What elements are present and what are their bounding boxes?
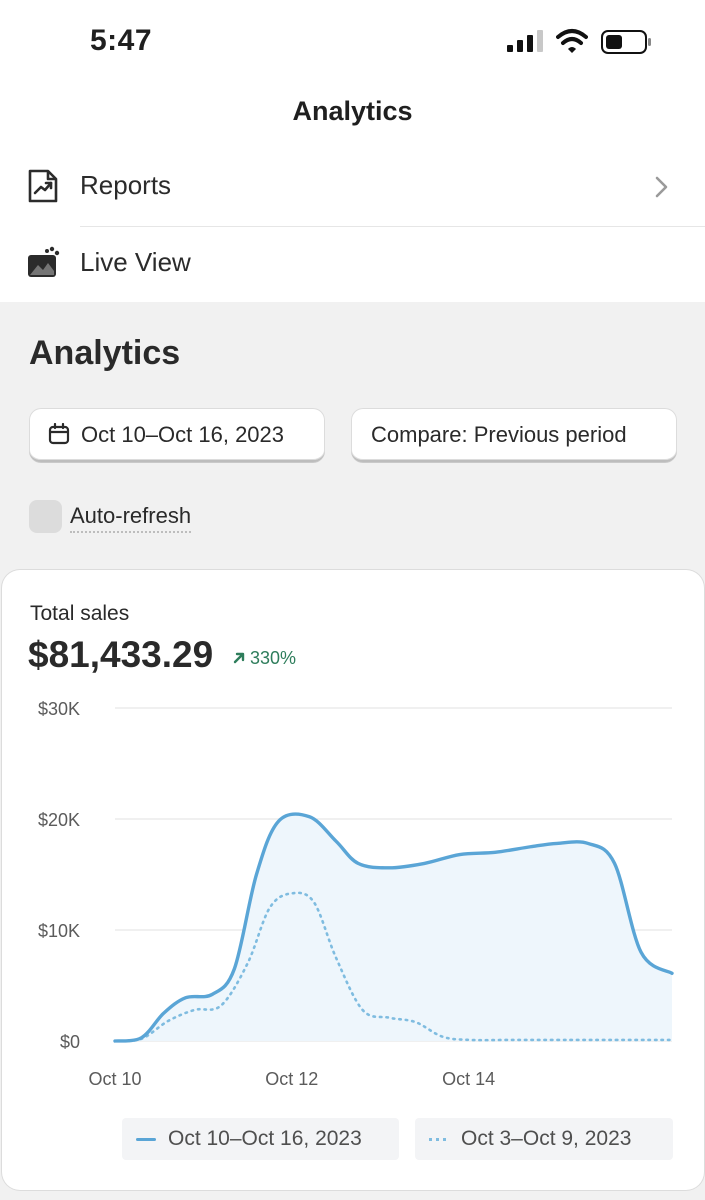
wifi-icon (556, 29, 588, 53)
change-badge: 330% (232, 648, 296, 669)
live-view-icon (28, 246, 60, 277)
series-area-current (115, 814, 672, 1041)
y-tick-label: $10K (38, 921, 80, 941)
top-panel: 5:47 Analytics Reports (0, 0, 705, 302)
series-line-current (113, 812, 674, 1043)
reports-chart-icon (28, 169, 58, 203)
menu-item-live-view[interactable]: Live View (0, 227, 705, 303)
sales-line-chart: $0 $10K $20K $30K Oct 10 Oct 12 Oct 14 (38, 699, 674, 1089)
chevron-right-icon (655, 176, 668, 198)
cellular-signal-icon (507, 30, 543, 52)
menu-item-label: Live View (80, 247, 191, 277)
x-tick-label: Oct 10 (88, 1069, 141, 1089)
legend-item-previous[interactable]: Oct 3–Oct 9, 2023 (415, 1118, 673, 1160)
legend-swatch-current (136, 1138, 156, 1141)
legend-label: Oct 10–Oct 16, 2023 (168, 1127, 362, 1150)
y-tick-label: $20K (38, 810, 80, 830)
card-label: Total sales (30, 602, 130, 625)
y-tick-label: $0 (60, 1032, 80, 1052)
menu-item-label: Reports (80, 170, 172, 200)
status-time: 5:47 (90, 24, 153, 57)
legend-item-current[interactable]: Oct 10–Oct 16, 2023 (122, 1118, 399, 1160)
nav-title: Analytics (292, 96, 413, 126)
total-sales-value: $81,433.29 (28, 634, 214, 675)
legend-label: Oct 3–Oct 9, 2023 (461, 1127, 632, 1150)
compare-label: Compare: Previous period (371, 422, 627, 447)
auto-refresh-checkbox[interactable] (29, 500, 62, 533)
x-tick-label: Oct 12 (265, 1069, 318, 1089)
change-percent: 330% (250, 648, 297, 668)
date-range-label: Oct 10–Oct 16, 2023 (81, 422, 285, 447)
menu-item-reports[interactable]: Reports (0, 150, 705, 226)
x-tick-label: Oct 14 (442, 1069, 495, 1089)
legend-swatch-previous (429, 1138, 449, 1141)
compare-button[interactable]: Compare: Previous period (351, 408, 677, 462)
y-tick-label: $30K (38, 699, 80, 719)
date-range-button[interactable]: Oct 10–Oct 16, 2023 (29, 408, 325, 462)
menu-divider (80, 226, 705, 227)
series-line-previous (113, 891, 674, 1043)
total-sales-card: Total sales $81,433.29 330% $0 $10K $20K $3… (2, 570, 704, 1190)
calendar-icon (48, 423, 70, 445)
arrow-up-right-icon (233, 652, 245, 664)
auto-refresh-label[interactable]: Auto-refresh (70, 503, 192, 533)
section-title: Analytics (29, 334, 181, 372)
battery-icon (601, 30, 651, 54)
